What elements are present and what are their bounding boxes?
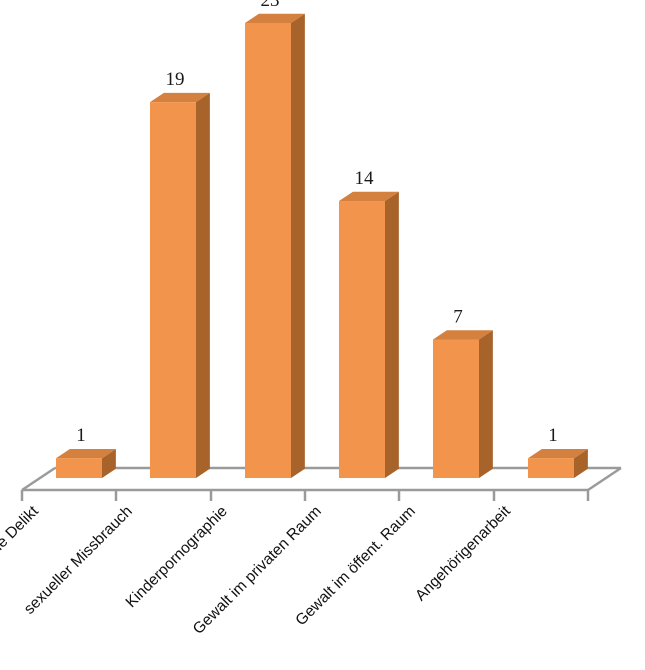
category-axis-label: Angehörigenarbeit (412, 502, 514, 604)
bar-top-face (150, 92, 210, 103)
floor-left-edge (21, 466, 56, 492)
category-axis-label: Kinderpornographie (123, 503, 231, 611)
bar-column (528, 448, 588, 478)
bar-front-face (433, 339, 479, 478)
bar-value-label: 23 (261, 0, 280, 11)
bar-series (56, 13, 588, 479)
bar-front-face (56, 458, 102, 478)
bar-front-face (339, 201, 385, 479)
bar-column (433, 330, 493, 478)
bar-front-face (528, 458, 574, 478)
bar-value-label: 19 (166, 69, 185, 90)
bar-side-face (385, 191, 399, 479)
bar-top-face (528, 448, 588, 459)
bar-top-face (245, 13, 305, 23)
bar-side-face (574, 448, 588, 478)
bar-column (56, 448, 116, 478)
category-axis-label: ohne Delikt (0, 502, 42, 569)
bar-side-face (102, 448, 116, 478)
bar-front-face (150, 102, 196, 478)
bar-top-face (433, 330, 493, 340)
bar-column (339, 191, 399, 479)
bar-top-face (56, 448, 116, 459)
bar-side-face (291, 13, 305, 478)
bar-value-label: 7 (453, 306, 463, 327)
bar-value-label: 14 (355, 168, 375, 189)
bar-column (150, 92, 210, 478)
bar-column (245, 13, 305, 478)
category-axis-ticks (20, 490, 590, 501)
floor-right-edge (587, 466, 622, 492)
bar-value-label: 1 (548, 425, 558, 446)
category-axis-label: sexueller Missbrauch (21, 503, 136, 618)
bar-side-face (196, 92, 210, 478)
bar-side-face (479, 330, 493, 478)
bar-value-label: 1 (76, 425, 86, 446)
value-labels: 1 19 23 14 7 1 (76, 0, 558, 446)
bar-top-face (339, 191, 399, 202)
bar-front-face (245, 23, 291, 478)
